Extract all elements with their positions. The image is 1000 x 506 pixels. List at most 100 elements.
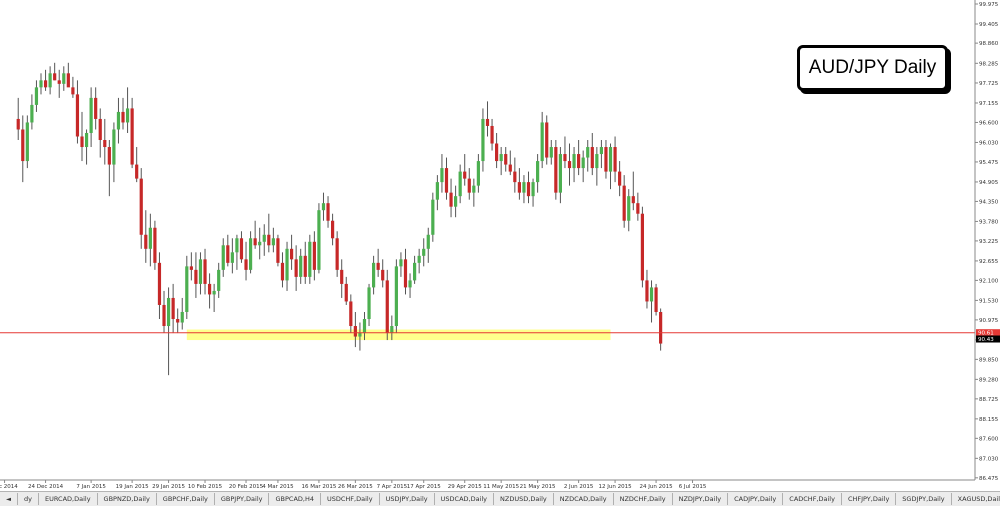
candle <box>654 283 658 316</box>
candle-body <box>294 259 298 277</box>
candle <box>62 66 66 91</box>
candle-body <box>176 319 180 323</box>
candle <box>340 259 344 298</box>
chart-tab[interactable]: NZDUSD,Daily <box>494 493 554 505</box>
candle <box>517 168 521 200</box>
candle-body <box>526 182 531 197</box>
candle-body <box>253 238 257 246</box>
candle-body <box>622 185 626 221</box>
candle <box>267 213 271 253</box>
candle-body <box>153 227 157 263</box>
chart-tab[interactable]: XAGUSD,Daily <box>952 493 1000 505</box>
chart-tab[interactable]: USDCHF,Daily <box>321 493 380 505</box>
candle <box>162 290 166 334</box>
chart-tab[interactable]: GBPNZD,Daily <box>98 493 157 505</box>
candle <box>230 238 234 274</box>
candle <box>139 168 143 249</box>
chart-tab[interactable]: USDCAD,Daily <box>435 493 495 505</box>
candle-body <box>659 311 663 344</box>
chart-tab[interactable]: NZDCHF,Daily <box>614 493 673 505</box>
candle-body <box>572 154 576 169</box>
candle <box>440 154 444 193</box>
candle-body <box>235 238 239 253</box>
candle-body <box>203 259 207 284</box>
chart-tab[interactable]: dy <box>18 493 39 505</box>
chart-tab[interactable]: CHFJPY,Daily <box>842 493 897 505</box>
candle-body <box>440 168 444 183</box>
candle-body <box>185 266 189 312</box>
candle <box>472 178 476 207</box>
candle <box>144 210 148 263</box>
candle <box>545 115 549 165</box>
chart-tab[interactable]: EURCAD,Daily <box>39 493 98 505</box>
price-axis: 99.975 99.405 98.860 98.285 97.725 97.155 96.6… <box>0 0 1000 482</box>
candle <box>422 238 426 267</box>
candle-body <box>590 147 594 169</box>
y-tick-label: 96.600 <box>979 120 999 126</box>
chart-tab[interactable]: NZDJPY,Daily <box>673 493 729 505</box>
candle <box>308 234 312 284</box>
candle-body <box>194 269 198 284</box>
candle <box>531 178 535 207</box>
candle-body <box>121 111 125 123</box>
candle-body <box>80 136 84 148</box>
tab-scroll-left[interactable]: ◄ <box>0 493 18 505</box>
candle <box>608 143 613 190</box>
chart-tab[interactable]: CADCHF,Daily <box>783 493 842 505</box>
candle <box>590 132 594 176</box>
chart-tab[interactable]: GBPCHF,Daily <box>157 493 215 505</box>
candle <box>636 192 640 221</box>
candle <box>526 171 531 204</box>
chart-title: AUD/JPY Daily <box>797 45 948 91</box>
candle-body <box>399 259 403 267</box>
candle-body <box>640 213 645 281</box>
candle-body <box>536 161 540 183</box>
price-label: 90.43 <box>978 337 994 343</box>
candle-body <box>490 125 494 144</box>
candle <box>171 283 175 334</box>
candle <box>335 231 339 277</box>
chart-tab[interactable]: SGDJPY,Daily <box>896 493 952 505</box>
candle-body <box>654 287 658 312</box>
candle-body <box>162 304 166 327</box>
candle <box>513 157 517 193</box>
chart-tab[interactable]: GBPJPY,Daily <box>215 493 270 505</box>
price-label: 90.61 <box>978 331 994 337</box>
y-tick-label: 99.975 <box>979 2 999 8</box>
candle <box>549 140 553 165</box>
y-tick-label: 98.860 <box>979 41 999 47</box>
chart-tab[interactable]: CADJPY,Daily <box>728 493 784 505</box>
candle <box>235 234 239 270</box>
candle-body <box>48 73 52 88</box>
candle-body <box>645 280 649 302</box>
candle-body <box>467 178 471 193</box>
candle <box>130 97 134 169</box>
candle-body <box>599 147 604 155</box>
chart-tab[interactable]: USDJPY,Daily <box>380 493 435 505</box>
candle-body <box>198 259 203 284</box>
candle <box>94 87 98 130</box>
candles <box>16 62 663 376</box>
candle <box>358 322 362 351</box>
candle <box>53 62 57 81</box>
candle <box>157 252 162 320</box>
candle-body <box>636 203 640 214</box>
chart-tab[interactable]: NZDCAD,Daily <box>554 493 614 505</box>
price-label-box <box>976 329 1000 337</box>
candle <box>303 241 307 284</box>
chart-tab[interactable]: GBPCAD,H4 <box>269 493 321 505</box>
candle <box>376 248 380 277</box>
candle <box>572 147 576 183</box>
candle-body <box>581 157 585 169</box>
candle-body <box>144 234 148 249</box>
candle-body <box>422 248 426 256</box>
candle <box>613 136 617 183</box>
candle-body <box>217 269 221 291</box>
candle-body <box>577 154 581 169</box>
candle <box>125 87 130 133</box>
candle <box>554 140 558 200</box>
candle-body <box>125 108 130 123</box>
candle-body <box>613 147 617 172</box>
candle-body <box>148 227 152 249</box>
